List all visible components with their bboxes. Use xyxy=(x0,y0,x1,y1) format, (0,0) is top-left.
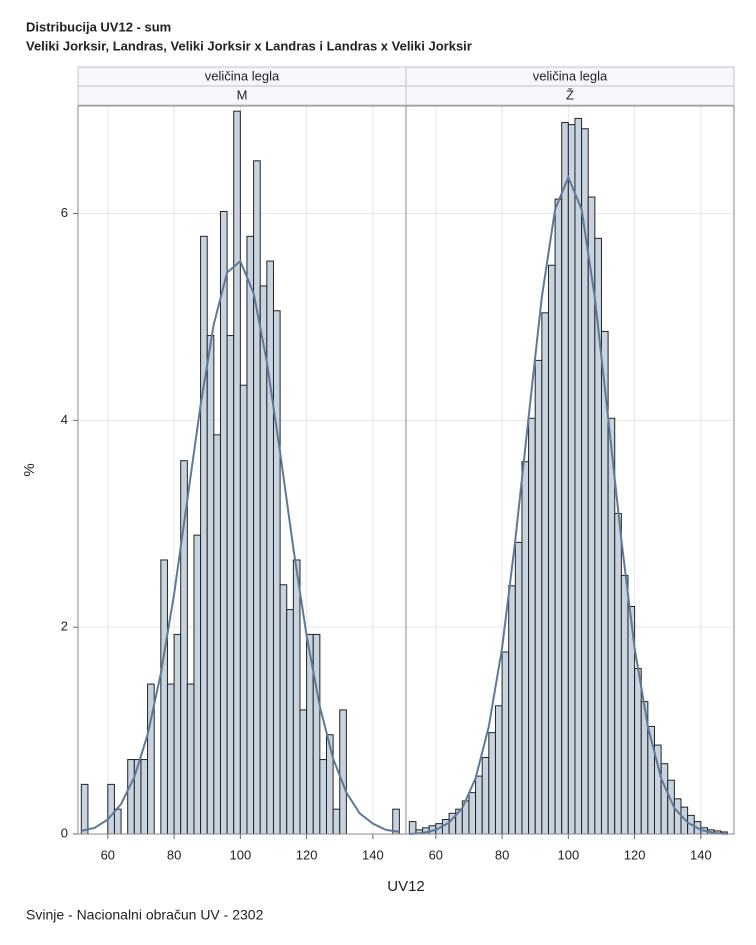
histogram-bar xyxy=(332,808,341,835)
histogram-bar xyxy=(173,633,182,835)
histogram-bar xyxy=(574,117,583,835)
panel-header: veličina legla xyxy=(533,68,608,83)
histogram-bar xyxy=(272,310,281,835)
footnote: Svinje - Nacionalni obračun UV - 2302 xyxy=(26,907,264,923)
x-tick-label: 60 xyxy=(101,847,115,862)
histogram-bar xyxy=(547,264,556,835)
histogram-bar xyxy=(140,759,149,835)
x-axis-label: UV12 xyxy=(387,878,425,895)
histogram-bar xyxy=(266,260,274,835)
histogram-bar xyxy=(80,783,89,835)
histogram-bar xyxy=(673,798,682,835)
histogram-bar xyxy=(253,160,261,835)
histogram-bar xyxy=(312,633,321,835)
x-tick-label: 60 xyxy=(429,847,443,862)
density-curve xyxy=(81,259,400,833)
panel-label: Ž xyxy=(566,87,574,102)
histogram-bar xyxy=(534,359,543,835)
chart-subtitle: Veliki Jorksir, Landras, Veliki Jorksir … xyxy=(26,38,472,53)
x-tick-label: 80 xyxy=(495,847,509,862)
histogram-bar xyxy=(279,584,288,835)
histogram-bar xyxy=(292,559,301,835)
histogram-bar xyxy=(246,235,255,835)
histogram-bar xyxy=(607,417,616,835)
y-axis-label: % xyxy=(21,463,38,476)
x-tick-label: 100 xyxy=(229,847,251,862)
histogram-bar xyxy=(501,651,510,835)
histogram-bar xyxy=(233,110,241,835)
x-tick-label: 120 xyxy=(296,847,318,862)
histogram-bar xyxy=(541,312,549,835)
histogram-bar xyxy=(528,417,536,835)
histogram-bar xyxy=(325,734,334,835)
histogram-bar xyxy=(468,792,477,835)
histogram-bar xyxy=(508,585,516,835)
histogram-bar xyxy=(166,683,175,835)
histogram-bar xyxy=(567,124,576,835)
histogram-bar xyxy=(319,759,327,835)
histogram-bar xyxy=(299,709,308,835)
histogram-bar xyxy=(475,775,483,835)
histogram-bar xyxy=(113,808,122,835)
histogram-bar xyxy=(554,198,563,835)
histogram-bar xyxy=(206,335,215,835)
panel-label: M xyxy=(237,87,248,102)
histogram-bar xyxy=(160,559,168,835)
y-tick-label: 2 xyxy=(61,619,68,634)
y-tick-label: 6 xyxy=(61,205,68,220)
histogram-bar xyxy=(620,574,629,835)
histogram-bar xyxy=(186,683,195,835)
histogram-bar xyxy=(561,122,569,835)
y-tick-label: 0 xyxy=(61,825,68,840)
histogram-bar xyxy=(488,732,496,835)
histogram-bar xyxy=(614,512,622,835)
panel-frame xyxy=(405,105,735,835)
histogram-bar xyxy=(634,668,642,835)
histogram-bar xyxy=(193,534,202,835)
histogram-bar xyxy=(239,384,248,835)
panel-label-strip xyxy=(405,85,735,106)
x-tick-label: 140 xyxy=(362,847,384,862)
histogram-bar xyxy=(286,609,294,835)
histogram-bar xyxy=(514,541,523,835)
x-tick-label: 120 xyxy=(624,847,646,862)
histogram-bar xyxy=(200,235,208,835)
density-curve xyxy=(409,174,728,835)
y-tick-label: 4 xyxy=(61,412,68,427)
histogram-bar xyxy=(660,763,669,835)
histogram-bar xyxy=(107,783,115,835)
histogram-bar xyxy=(219,210,228,835)
histogram-bar xyxy=(481,756,490,835)
histogram-bar xyxy=(408,821,417,835)
histogram-bar xyxy=(339,709,347,835)
histogram-bar xyxy=(521,461,530,835)
panel-header: veličina legla xyxy=(205,68,280,83)
histogram-bar xyxy=(213,434,221,835)
histogram-bar xyxy=(259,285,268,835)
histogram-bar xyxy=(127,759,135,835)
chart-title: Distribucija UV12 - sum xyxy=(26,19,171,34)
x-tick-label: 140 xyxy=(690,847,712,862)
histogram-bar xyxy=(226,335,235,835)
x-tick-label: 100 xyxy=(557,847,579,862)
histogram-bar xyxy=(494,705,503,835)
x-tick-label: 80 xyxy=(167,847,181,862)
